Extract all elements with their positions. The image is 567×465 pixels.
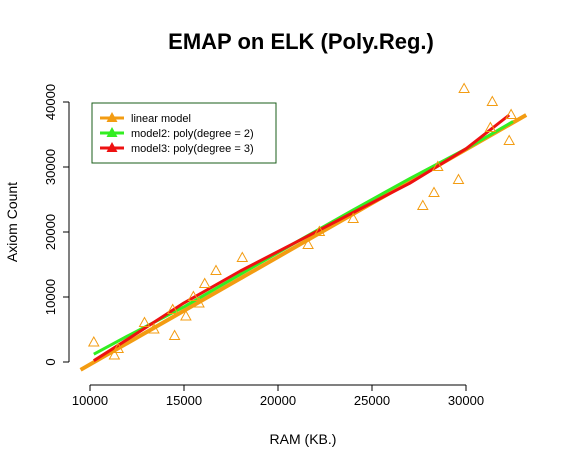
data-point: [108, 348, 121, 360]
data-point: [166, 303, 179, 314]
data-point: [431, 160, 444, 171]
legend: linear model model2: poly(degree = 2) mode…: [91, 102, 277, 164]
y-axis-label: Axiom Count: [4, 182, 20, 262]
x-tick-label: 30000: [448, 393, 484, 408]
data-point: [87, 335, 100, 347]
x-tick-label: 10000: [72, 393, 108, 408]
y-tick-label: 0: [43, 358, 58, 365]
legend-label: model2: poly(degree = 2): [131, 128, 254, 140]
data-point: [458, 82, 470, 93]
data-point: [236, 251, 249, 262]
data-point: [347, 212, 360, 223]
series-line: [92, 113, 511, 362]
data-points: [87, 82, 517, 360]
x-axis-label: RAM (KB.): [270, 431, 337, 447]
y-tick-label: 20000: [43, 214, 58, 250]
data-point: [187, 290, 200, 301]
x-tick-label: 25000: [354, 393, 390, 408]
axes: 10000 15000 20000 25000 30000 0 10000 20000 3000…: [43, 84, 484, 408]
data-point: [313, 225, 326, 236]
x-tick-label: 15000: [166, 393, 202, 408]
data-point: [452, 173, 465, 184]
data-point: [112, 342, 125, 353]
chart-title: EMAP on ELK (Poly.Reg.): [168, 29, 434, 54]
y-tick-label: 30000: [43, 149, 58, 185]
y-tick-label: 10000: [43, 279, 58, 315]
data-point: [210, 264, 222, 275]
data-point: [416, 199, 429, 210]
data-point: [428, 186, 440, 197]
data-point: [198, 277, 211, 288]
y-tick-label: 40000: [43, 84, 58, 120]
legend-marker: [106, 127, 118, 137]
legend-label: linear model: [131, 113, 191, 125]
data-point: [505, 108, 517, 119]
legend-label: model3: poly(degree = 3): [131, 143, 254, 155]
x-tick-label: 20000: [260, 393, 296, 408]
legend-marker: [106, 142, 118, 152]
data-point: [168, 329, 181, 340]
data-point: [503, 134, 516, 145]
data-point: [138, 316, 151, 327]
data-point: [180, 309, 192, 321]
data-point: [486, 95, 499, 106]
legend-marker: [106, 112, 118, 122]
data-point: [484, 121, 497, 132]
data-point: [193, 296, 205, 308]
data-point: [302, 238, 314, 249]
data-point: [148, 322, 160, 334]
